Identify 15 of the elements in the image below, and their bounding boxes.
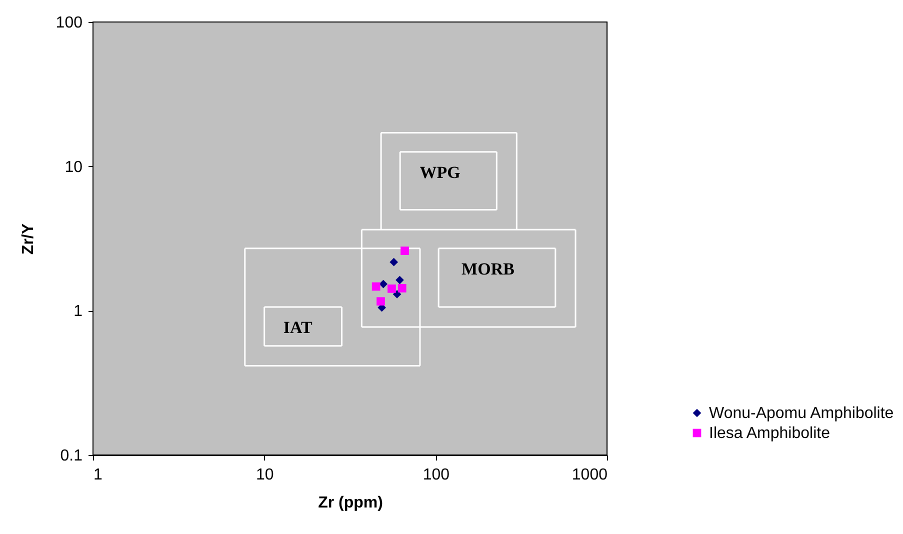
y-tick-label: 0.1 <box>60 448 83 464</box>
x-tick-label: 1 <box>94 466 102 484</box>
legend-label: Wonu-Apomu Amphibolite <box>709 405 894 422</box>
x-tick-label: 1000 <box>572 466 608 484</box>
x-tick-label: 100 <box>422 466 450 484</box>
y-tick-label: 1 <box>74 303 83 320</box>
annotation: WPG <box>420 162 460 182</box>
x-tick-label: 10 <box>256 466 274 484</box>
y-axis-title: Zr/Y <box>20 223 37 255</box>
legend-label: Ilesa Amphibolite <box>709 425 830 442</box>
x-axis-title: Zr (ppm) <box>318 494 383 512</box>
annotation: MORB <box>462 259 514 278</box>
y-tick-label: 100 <box>56 14 83 32</box>
y-tick-label: 10 <box>64 158 83 176</box>
annotation: IAT <box>283 318 314 338</box>
